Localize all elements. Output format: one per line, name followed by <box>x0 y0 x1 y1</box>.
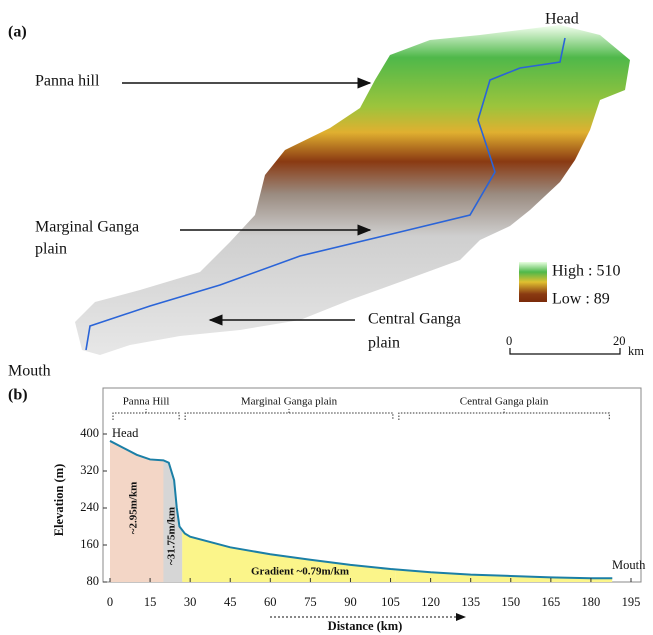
y-axis-label: Elevation (m) <box>52 464 66 537</box>
legend-high: High : 510 <box>552 263 620 280</box>
gradient-label: Gradient ~0.79m/km <box>251 566 349 578</box>
panel-label: (a) <box>8 24 27 41</box>
x-tick-label: 135 <box>461 595 480 609</box>
mouth-label: Mouth <box>612 558 646 572</box>
x-tick-label: 180 <box>582 595 601 609</box>
scale-bar <box>510 348 620 354</box>
x-tick-label: 195 <box>622 595 641 609</box>
head-label: Head <box>545 11 579 28</box>
region-bracket <box>185 409 393 420</box>
marginal-label: plain <box>35 241 67 258</box>
region-label: Central Ganga plain <box>460 396 549 408</box>
gradient-label: ~2.95m/km <box>128 482 140 534</box>
x-tick-label: 165 <box>541 595 560 609</box>
legend-low: Low : 89 <box>552 291 610 308</box>
legend-ramp <box>519 262 547 302</box>
x-tick-label: 30 <box>184 595 197 609</box>
central-label: plain <box>368 335 400 352</box>
x-tick-label: 120 <box>421 595 440 609</box>
map-panel: (a) Head Mouth Panna hill Marginal Ganga… <box>8 11 644 380</box>
region-label: Marginal Ganga plain <box>241 396 338 408</box>
watershed <box>75 25 630 355</box>
x-tick-label: 90 <box>344 595 357 609</box>
y-tick-label: 320 <box>80 463 99 477</box>
scale-label: 20 <box>613 334 626 348</box>
profile-panel: (b) Elevation (m) Distance (km) Panna Hi… <box>8 387 646 633</box>
figure: (a) Head Mouth Panna hill Marginal Ganga… <box>0 0 653 635</box>
x-tick-label: 45 <box>224 595 237 609</box>
region-fill <box>396 414 612 582</box>
y-tick-label: 240 <box>80 500 99 514</box>
y-tick-label: 400 <box>80 426 99 440</box>
panna-label: Panna hill <box>35 73 100 90</box>
mouth-label: Mouth <box>8 363 51 380</box>
x-tick-label: 75 <box>304 595 317 609</box>
scale-label: 0 <box>506 334 512 348</box>
x-axis-label: Distance (km) <box>328 619 403 633</box>
x-tick-label: 15 <box>144 595 157 609</box>
x-tick-label: 105 <box>381 595 400 609</box>
region-bracket <box>113 409 179 420</box>
y-tick-label: 80 <box>87 574 100 588</box>
gradient-label: ~31.75m/km <box>166 507 178 565</box>
panel-label: (b) <box>8 387 28 404</box>
head-label: Head <box>112 426 139 440</box>
region-bracket <box>399 409 609 420</box>
central-label: Central Ganga <box>368 311 461 328</box>
x-tick-label: 0 <box>107 595 113 609</box>
x-tick-label: 60 <box>264 595 277 609</box>
x-tick-label: 150 <box>501 595 520 609</box>
region-label: Panna Hill <box>123 396 170 408</box>
scale-unit: km <box>628 344 644 358</box>
y-tick-label: 160 <box>80 537 99 551</box>
marginal-label: Marginal Ganga <box>35 219 139 236</box>
